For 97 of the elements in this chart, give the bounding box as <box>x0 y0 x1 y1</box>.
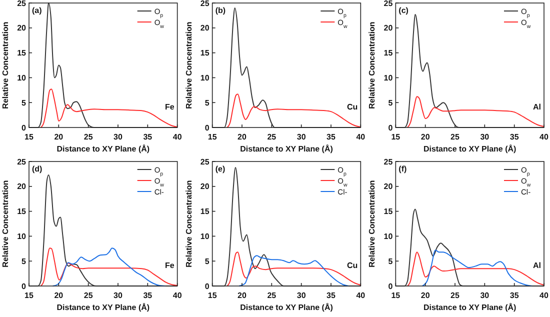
x-tick-label: 40 <box>172 291 182 300</box>
line-series <box>407 96 544 128</box>
y-tick-label: 10 <box>17 74 27 82</box>
annotation: (b) <box>215 6 226 15</box>
x-tick-label: 30 <box>296 132 306 142</box>
y-axis-title: Relative Concentration <box>184 180 194 268</box>
y-axis-title: Relative Concentration <box>184 22 194 109</box>
x-tick-label: 20 <box>420 291 430 300</box>
annotation: Fe <box>164 102 175 112</box>
y-tick-label: 20 <box>384 182 394 192</box>
x-tick-label: 40 <box>172 132 182 142</box>
x-tick-label: 20 <box>420 132 430 142</box>
x-tick-label: 40 <box>356 291 366 300</box>
line-series <box>422 250 533 286</box>
y-tick-label: 0 <box>22 123 27 132</box>
y-tick-label: 0 <box>204 123 210 132</box>
x-axis-title: Distance to XY Plane (Å) <box>56 144 150 154</box>
y-axis-title: Relative Concentration <box>1 22 10 109</box>
line-series <box>40 88 178 128</box>
y-tick-label: 20 <box>200 182 210 192</box>
x-tick-label: 20 <box>54 132 64 142</box>
x-tick-label: 30 <box>296 291 306 300</box>
y-tick-label: 15 <box>200 48 210 58</box>
y-tick-label: 5 <box>204 256 210 266</box>
annotation: Cu <box>346 102 358 112</box>
y-tick-label: 25 <box>384 0 394 8</box>
x-tick-label: 35 <box>510 132 520 142</box>
annotation: (e) <box>215 164 226 174</box>
y-tick-label: 10 <box>200 232 210 241</box>
x-axis-title: Distance to XY Plane (Å) <box>423 302 517 312</box>
line-series <box>226 94 362 128</box>
y-tick-label: 10 <box>384 74 394 82</box>
x-tick-label: 40 <box>356 132 366 142</box>
x-axis-title: Distance to XY Plane (Å) <box>56 302 150 312</box>
x-tick-label: 40 <box>540 291 549 300</box>
x-axis-title: Distance to XY Plane (Å) <box>423 144 517 154</box>
y-tick-label: 25 <box>200 157 210 166</box>
y-tick-label: 10 <box>384 232 394 241</box>
x-tick-label: 35 <box>326 132 336 142</box>
y-tick-label: 0 <box>388 282 394 291</box>
line-series <box>407 252 544 286</box>
x-tick-label: 25 <box>450 132 460 142</box>
y-tick-label: 15 <box>200 207 210 216</box>
y-tick-label: 25 <box>17 157 27 166</box>
x-tick-label: 30 <box>114 291 123 300</box>
y-tick-label: 5 <box>22 98 27 108</box>
y-tick-label: 15 <box>17 207 27 216</box>
y-tick-label: 20 <box>17 182 27 192</box>
x-tick-label: 30 <box>480 291 490 300</box>
y-axis-title: Relative Concentration <box>368 22 377 109</box>
x-tick-label: 35 <box>510 291 520 300</box>
y-tick-label: 20 <box>200 24 210 33</box>
x-tick-label: 35 <box>326 291 336 300</box>
y-tick-label: 15 <box>17 48 27 58</box>
line-series <box>40 248 178 286</box>
x-tick-label: 30 <box>114 132 123 142</box>
y-tick-label: 15 <box>384 207 394 216</box>
x-tick-label: 25 <box>267 132 277 142</box>
annotation: (f) <box>398 164 407 174</box>
y-axis-title: Relative Concentration <box>368 180 377 268</box>
annotation: (c) <box>398 6 409 15</box>
x-tick-label: 40 <box>540 132 549 142</box>
y-axis-title: Relative Concentration <box>1 180 10 268</box>
annotation: (d) <box>32 164 43 174</box>
annotation: Cu <box>346 261 358 270</box>
x-tick-label: 20 <box>54 291 64 300</box>
x-axis-title: Distance to XY Plane (Å) <box>240 302 334 312</box>
y-tick-label: 10 <box>17 232 27 241</box>
x-tick-label: 25 <box>267 291 277 300</box>
x-tick-label: 20 <box>238 132 247 142</box>
x-tick-label: 25 <box>84 132 94 142</box>
y-tick-label: 5 <box>388 256 394 266</box>
y-tick-label: 25 <box>384 157 394 166</box>
y-tick-label: 15 <box>384 48 394 58</box>
x-tick-label: 25 <box>450 291 460 300</box>
y-tick-label: 20 <box>384 24 394 33</box>
annotation: (a) <box>32 6 42 15</box>
y-tick-label: 5 <box>22 256 27 266</box>
y-tick-label: 25 <box>17 0 27 8</box>
y-tick-label: 0 <box>22 282 27 291</box>
x-tick-label: 20 <box>238 291 247 300</box>
x-tick-label: 35 <box>143 291 153 300</box>
line-series <box>226 252 362 286</box>
y-tick-label: 0 <box>388 123 394 132</box>
annotation: Al <box>533 102 541 112</box>
annotation: Al <box>533 261 541 270</box>
y-tick-label: 5 <box>388 98 394 108</box>
y-tick-label: 20 <box>17 24 27 33</box>
y-tick-label: 5 <box>204 98 210 108</box>
x-axis-title: Distance to XY Plane (Å) <box>240 144 334 154</box>
x-tick-label: 35 <box>143 132 153 142</box>
x-tick-label: 25 <box>84 291 94 300</box>
annotation: Fe <box>164 261 175 270</box>
y-tick-label: 0 <box>204 282 210 291</box>
x-tick-label: 30 <box>480 132 490 142</box>
y-tick-label: 25 <box>200 0 210 8</box>
y-tick-label: 10 <box>200 74 210 82</box>
